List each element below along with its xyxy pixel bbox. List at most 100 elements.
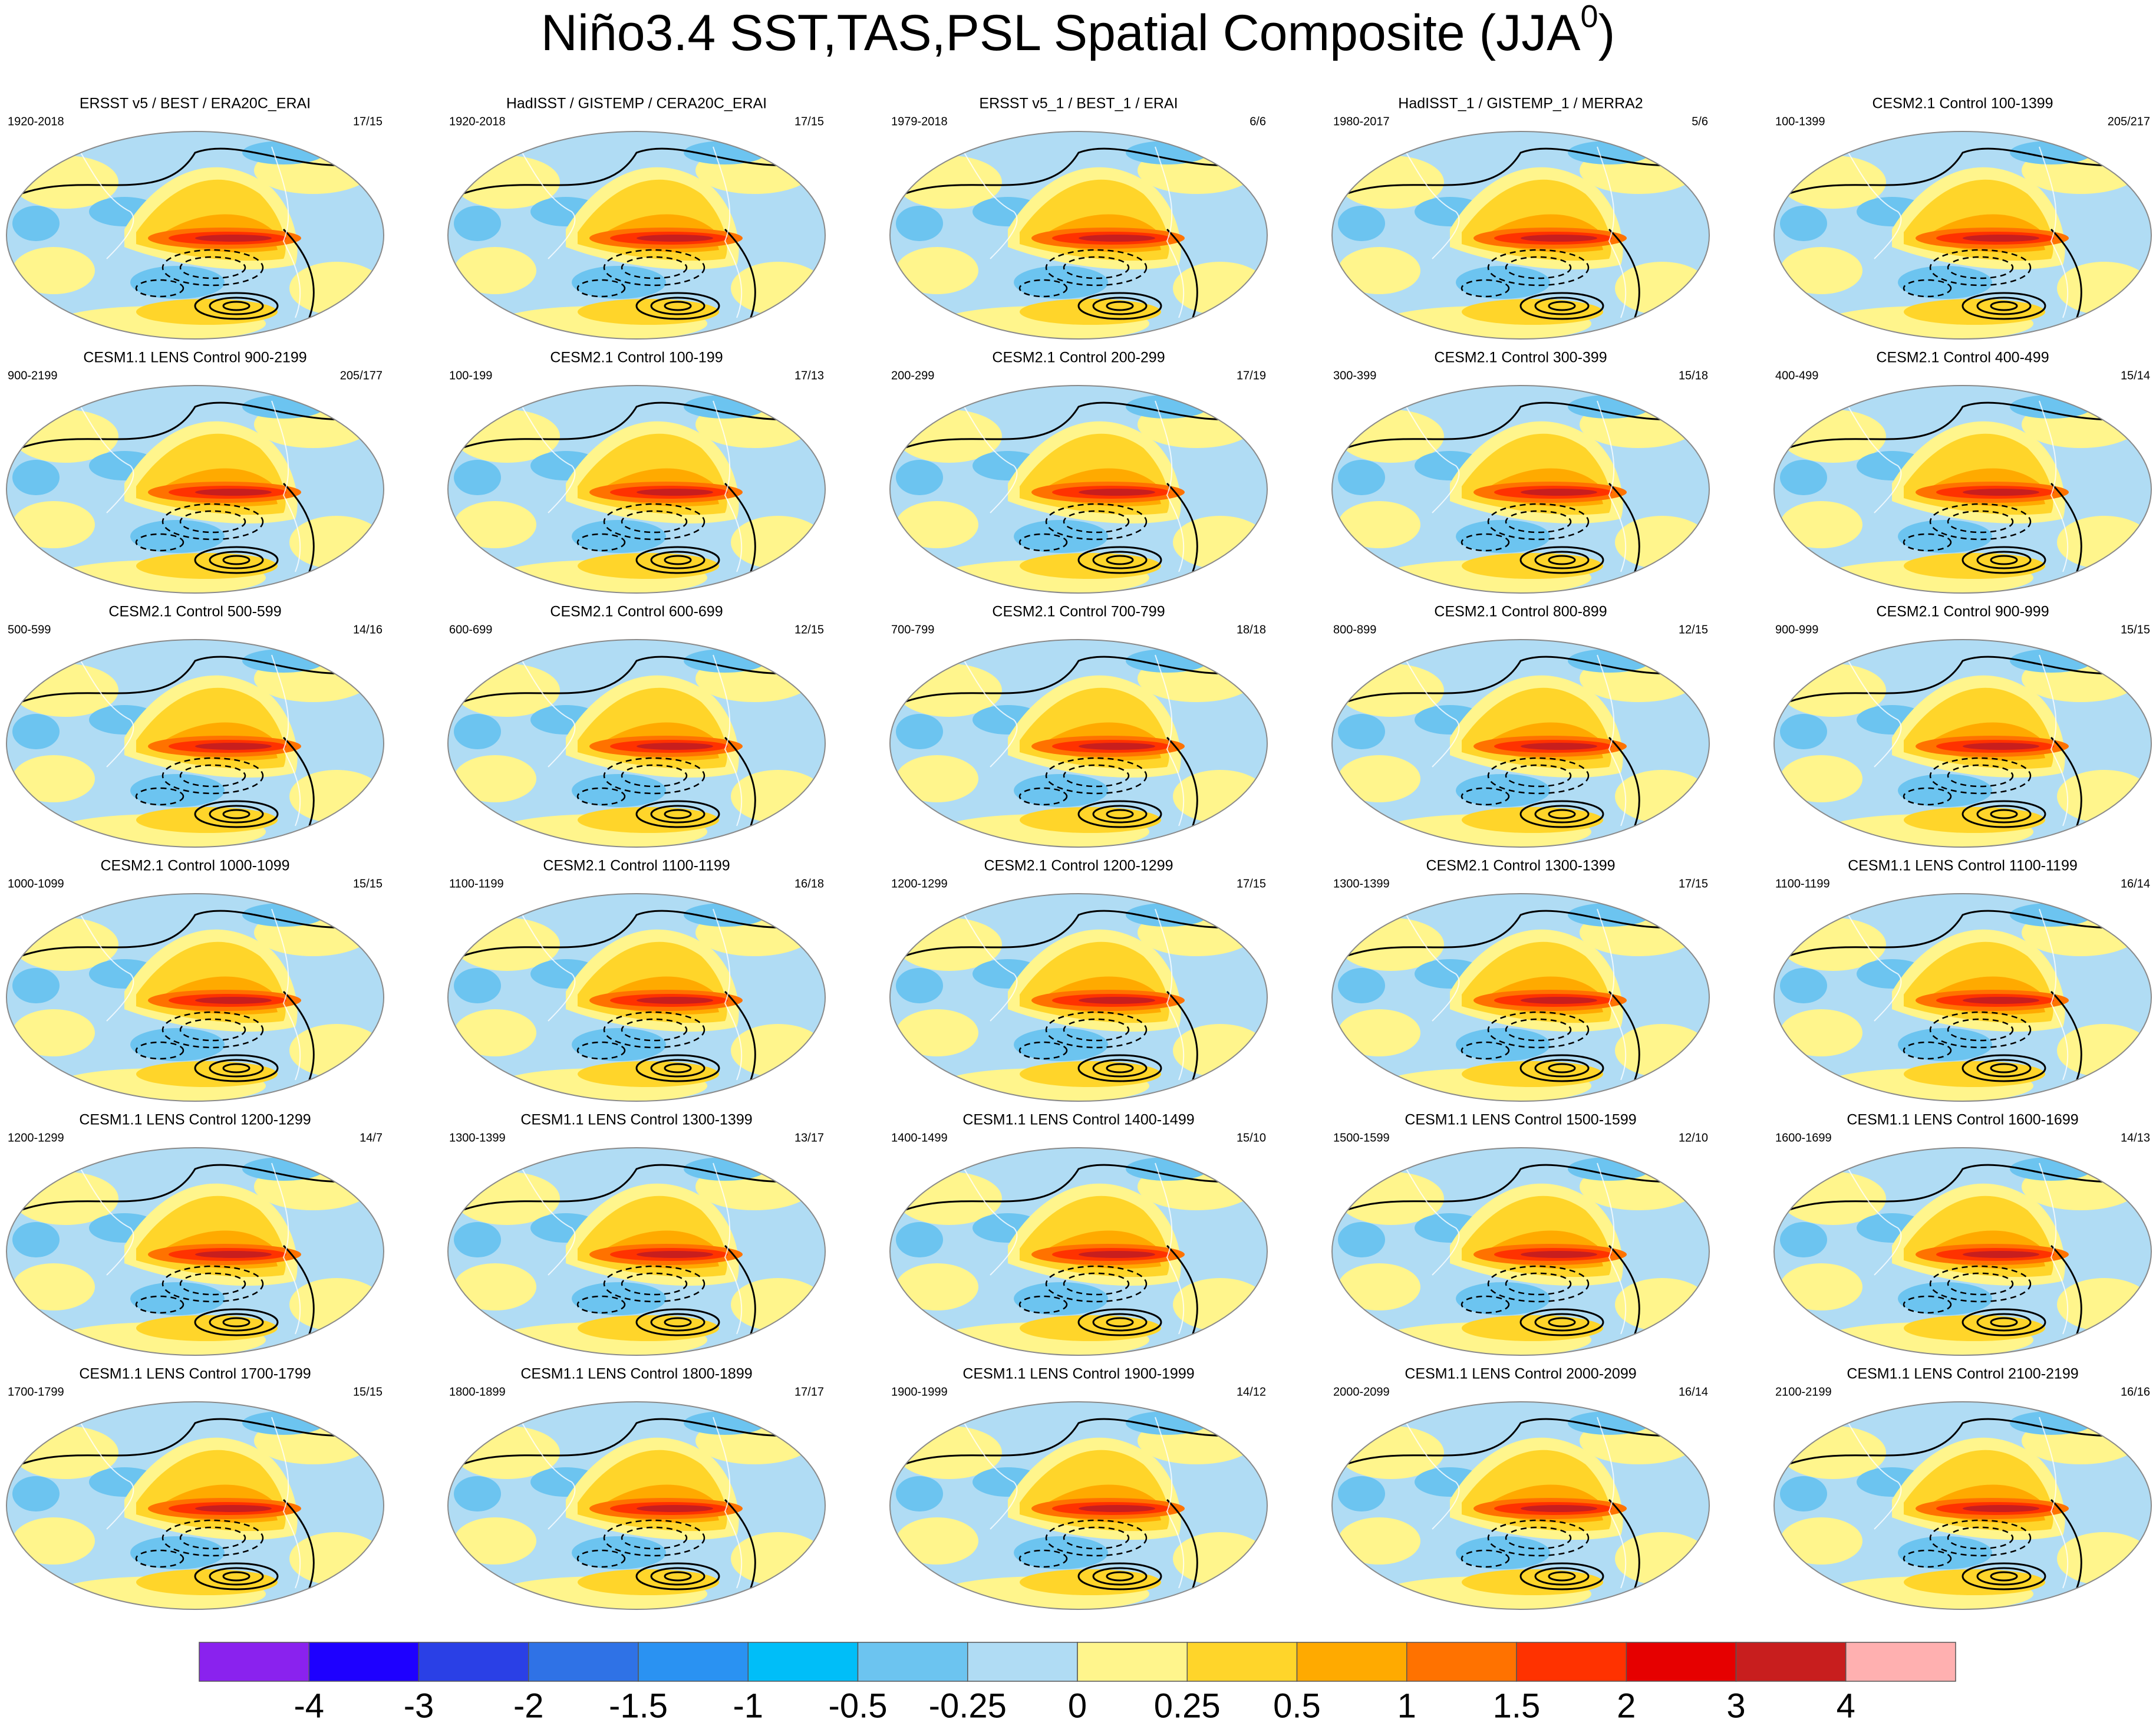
colorbar-label: -3: [404, 1687, 434, 1725]
map: [6, 1402, 384, 1612]
map-panel: CESM2.1 Control 1200-1299 1200-1299 17/15: [890, 858, 1267, 1104]
map-panel: CESM1.1 LENS Control 900-2199 900-2199 205…: [6, 350, 384, 595]
panel-period: 900-2199: [8, 369, 58, 382]
panel-count: 12/15: [795, 623, 824, 636]
map: [448, 894, 825, 1104]
panel-count: 15/15: [353, 1385, 383, 1398]
map-panel: CESM1.1 LENS Control 1100-1199 1100-1199 1…: [1774, 858, 2151, 1104]
colorbar-box: [638, 1642, 749, 1682]
panel-title: CESM2.1 Control 600-699: [550, 604, 723, 620]
panel-period: 100-1399: [1775, 115, 1825, 128]
panel-count: 16/14: [2121, 877, 2150, 890]
map: [1332, 131, 1709, 341]
map: [890, 894, 1267, 1104]
panel-title: CESM1.1 LENS Control 1400-1499: [962, 1112, 1194, 1128]
map-panel: CESM2.1 Control 1300-1399 1300-1399 17/15: [1332, 858, 1709, 1104]
map: [1774, 894, 2151, 1104]
panel-period: 1300-1399: [449, 1131, 506, 1144]
panel-period: 1200-1299: [891, 877, 948, 890]
map: [890, 1148, 1267, 1358]
colorbar-box: [308, 1642, 420, 1682]
panel-title: CESM2.1 Control 700-799: [992, 604, 1165, 620]
map-panel: CESM2.1 Control 200-299 200-299 17/19: [890, 350, 1267, 595]
map: [890, 1402, 1267, 1612]
panel-period: 1200-1299: [8, 1131, 64, 1144]
colorbar-box: [199, 1642, 309, 1682]
panel-period: 1400-1499: [891, 1131, 948, 1144]
panel-title: CESM2.1 Control 100-199: [550, 350, 723, 366]
colorbar-box: [967, 1642, 1078, 1682]
panel-count: 6/6: [1250, 115, 1266, 128]
map-panel: CESM2.1 Control 500-599 500-599 14/16: [6, 604, 384, 849]
panel-title: CESM2.1 Control 300-399: [1434, 350, 1607, 366]
panel-period: 100-199: [449, 369, 492, 382]
map: [6, 131, 384, 341]
map: [1774, 1402, 2151, 1612]
panel-count: 12/15: [1679, 623, 1708, 636]
colorbar: -4 -3 -2 -1.5 -1 -0.5 -0.25 0 0.25 0.5 1 1.5 2 3 4: [199, 1642, 1956, 1725]
panel-period: 1500-1599: [1333, 1131, 1390, 1144]
colorbar-box: [1735, 1642, 1847, 1682]
panel-count: 5/6: [1692, 115, 1708, 128]
colorbar-label: 0: [1068, 1687, 1087, 1725]
panel-period: 1900-1999: [891, 1385, 948, 1398]
panel-title: CESM1.1 LENS Control 1500-1599: [1405, 1112, 1636, 1128]
map: [1332, 1402, 1709, 1612]
map-panel: CESM2.1 Control 700-799 700-799 18/18: [890, 604, 1267, 849]
panel-period: 1920-2018: [8, 115, 64, 128]
panel-count: 17/15: [795, 115, 824, 128]
map-panel: CESM2.1 Control 1000-1099 1000-1099 15/15: [6, 858, 384, 1104]
panel-period: 1920-2018: [449, 115, 506, 128]
colorbar-label: 0.25: [1154, 1687, 1221, 1725]
panel-period: 1100-1199: [449, 877, 504, 890]
panel-period: 1600-1699: [1775, 1131, 1832, 1144]
colorbar-box: [1077, 1642, 1188, 1682]
colorbar-label: 4: [1837, 1687, 1855, 1725]
panel-title: ERSST v5_1 / BEST_1 / ERAI: [979, 95, 1178, 112]
colorbar-label: -0.5: [829, 1687, 888, 1725]
map-panel: CESM2.1 Control 100-199 100-199 17/13: [448, 350, 825, 595]
panel-count: 13/17: [795, 1131, 824, 1144]
colorbar-box: [1626, 1642, 1737, 1682]
panel-title: CESM2.1 Control 1000-1099: [100, 858, 289, 874]
map: [1774, 131, 2151, 341]
panel-count: 17/15: [1237, 877, 1266, 890]
panel-period: 500-599: [8, 623, 51, 636]
panel-count: 16/14: [1679, 1385, 1708, 1398]
map-panel: CESM1.1 LENS Control 1600-1699 1600-1699 1…: [1774, 1112, 2151, 1358]
panel-count: 17/19: [1237, 369, 1266, 382]
panel-title: CESM1.1 LENS Control 2000-2099: [1405, 1366, 1636, 1382]
map-panel: CESM2.1 Control 100-1399 100-1399 205/217: [1774, 95, 2151, 341]
title-text: Niño3.4 SST,TAS,PSL Spatial Composite (J…: [541, 5, 1581, 61]
panel-period: 1980-2017: [1333, 115, 1390, 128]
panel-title: CESM1.1 LENS Control 1100-1199: [1848, 858, 2078, 874]
panel-period: 300-399: [1333, 369, 1376, 382]
panel-count: 17/15: [1679, 877, 1708, 890]
colorbar-label: -0.25: [929, 1687, 1007, 1725]
colorbar-box: [418, 1642, 529, 1682]
map: [448, 386, 825, 595]
map-panel: CESM1.1 LENS Control 2100-2199 2100-2199 1…: [1774, 1366, 2151, 1612]
panel-count: 16/18: [795, 877, 824, 890]
map: [6, 640, 384, 849]
map: [448, 1148, 825, 1358]
panel-count: 15/10: [1237, 1131, 1266, 1144]
map: [890, 640, 1267, 849]
colorbar-label: 0.5: [1273, 1687, 1321, 1725]
panel-title: CESM1.1 LENS Control 1800-1899: [520, 1366, 752, 1382]
panel-count: 14/13: [2121, 1131, 2150, 1144]
colorbar-label: -1.5: [609, 1687, 668, 1725]
panel-count: 14/12: [1237, 1385, 1266, 1398]
map-panel: CESM1.1 LENS Control 1500-1599 1500-1599 1…: [1332, 1112, 1709, 1358]
panel-period: 900-999: [1775, 623, 1818, 636]
map-panel: CESM2.1 Control 1100-1199 1100-1199 16/18: [448, 858, 825, 1104]
panel-period: 1800-1899: [449, 1385, 506, 1398]
panel-period: 1700-1799: [8, 1385, 64, 1398]
panel-title: HadISST / GISTEMP / CERA20C_ERAI: [506, 95, 767, 112]
panel-count: 17/17: [795, 1385, 824, 1398]
map-panel: CESM1.1 LENS Control 1700-1799 1700-1799 1…: [6, 1366, 384, 1612]
map-panel: HadISST / GISTEMP / CERA20C_ERAI1920-201…: [448, 95, 825, 341]
panel-title: CESM2.1 Control 800-899: [1434, 604, 1607, 620]
